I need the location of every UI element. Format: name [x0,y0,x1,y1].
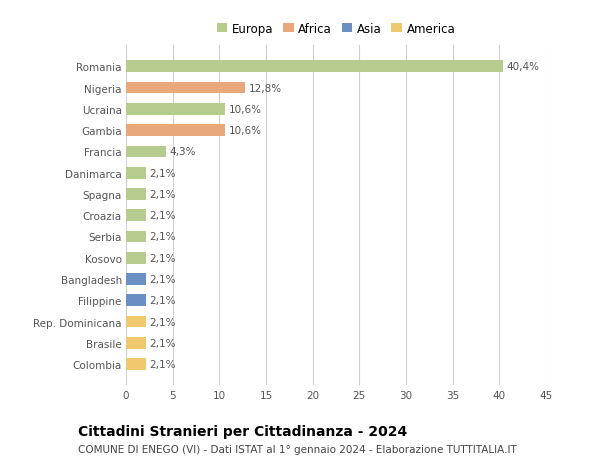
Text: 2,1%: 2,1% [149,253,176,263]
Text: 2,1%: 2,1% [149,359,176,369]
Bar [126,231,146,243]
Bar [126,337,146,349]
Text: 10,6%: 10,6% [229,126,262,136]
Bar [126,62,503,73]
Text: 2,1%: 2,1% [149,274,176,285]
Bar [126,274,146,285]
Bar [126,83,245,94]
Bar [126,252,146,264]
Text: 2,1%: 2,1% [149,296,176,306]
Bar [126,210,146,222]
Legend: Europa, Africa, Asia, America: Europa, Africa, Asia, America [212,18,460,40]
Text: 2,1%: 2,1% [149,190,176,200]
Text: COMUNE DI ENEGO (VI) - Dati ISTAT al 1° gennaio 2024 - Elaborazione TUTTITALIA.I: COMUNE DI ENEGO (VI) - Dati ISTAT al 1° … [78,444,517,454]
Bar [126,104,225,116]
Text: 40,4%: 40,4% [507,62,540,72]
Text: 4,3%: 4,3% [170,147,196,157]
Bar [126,125,225,137]
Text: 10,6%: 10,6% [229,105,262,115]
Bar [126,189,146,200]
Text: 2,1%: 2,1% [149,232,176,242]
Text: 2,1%: 2,1% [149,317,176,327]
Text: 12,8%: 12,8% [249,84,283,93]
Bar [126,358,146,370]
Text: 2,1%: 2,1% [149,168,176,178]
Bar [126,146,166,158]
Bar [126,168,146,179]
Bar [126,295,146,307]
Text: 2,1%: 2,1% [149,338,176,348]
Text: Cittadini Stranieri per Cittadinanza - 2024: Cittadini Stranieri per Cittadinanza - 2… [78,425,407,438]
Text: 2,1%: 2,1% [149,211,176,221]
Bar [126,316,146,328]
